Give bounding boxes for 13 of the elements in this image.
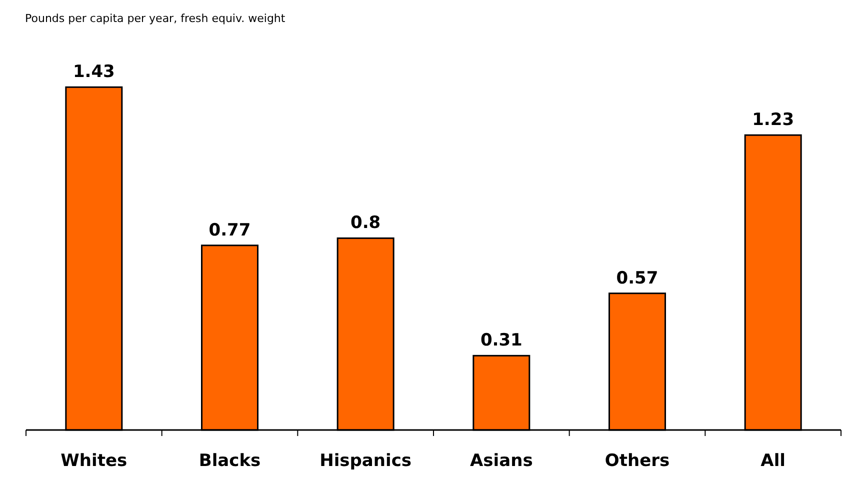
- data-label: 1.23: [752, 110, 794, 130]
- data-label: 1.43: [72, 62, 115, 82]
- x-tick-label: Hispanics: [320, 451, 412, 471]
- x-tick-label: Others: [604, 451, 670, 471]
- data-label: 0.31: [480, 330, 522, 351]
- chart-title: Pounds per capita per year, fresh equiv. weight: [25, 12, 286, 25]
- x-tick-label: Whites: [60, 451, 128, 471]
- x-tick-label: All: [760, 451, 786, 471]
- x-tick-label: Asians: [470, 451, 533, 471]
- x-tick-label: Blacks: [198, 451, 261, 471]
- data-label: 0.57: [616, 268, 658, 288]
- data-label: 0.8: [350, 213, 381, 234]
- data-label: 0.77: [208, 220, 251, 240]
